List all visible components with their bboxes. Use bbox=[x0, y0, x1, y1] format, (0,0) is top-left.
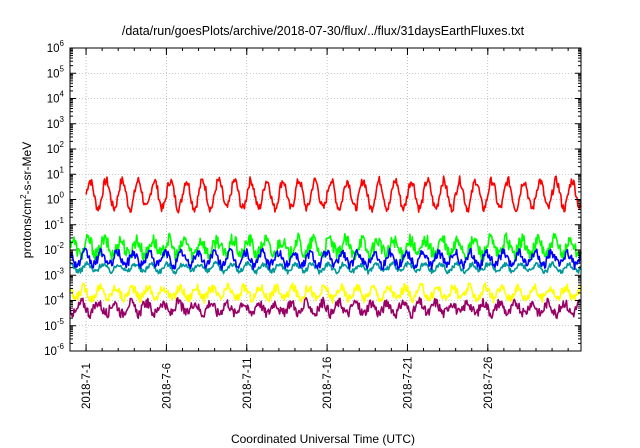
x-tick-label: 2018-7-6 bbox=[161, 363, 173, 409]
chart-title: /data/run/goesPlots/archive/2018-07-30/f… bbox=[122, 24, 525, 38]
y-tick-label: 103 bbox=[47, 115, 65, 131]
x-axis-ticks: 2018-7-1 2018-7-6 2018-7-11 2018-7-16 2018-7… bbox=[69, 48, 569, 409]
series-line bbox=[69, 296, 582, 320]
y-tick-label: 100 bbox=[47, 191, 65, 207]
x-tick-label: 2018-7-21 bbox=[402, 357, 414, 409]
y-tick-label: 102 bbox=[47, 140, 65, 156]
y-axis-label-unit: -s-sr-MeV bbox=[20, 142, 34, 195]
y-axis-label-superscript: 2 bbox=[19, 194, 28, 199]
x-tick-label: 2018-7-1 bbox=[81, 363, 93, 409]
y-tick-label: 10-6 bbox=[44, 342, 64, 358]
y-axis-label-text: protons/cm bbox=[20, 199, 34, 258]
series-line bbox=[85, 175, 582, 214]
y-axis-label: protons/cm2-s-sr-MeV bbox=[19, 142, 34, 258]
y-axis-ticks: 10-6 10-5 10-4 10-3 10-2 10-1 100 101 102 103 104 1… bbox=[44, 39, 581, 358]
y-tick-label: 10-2 bbox=[44, 241, 64, 257]
y-tick-label: 101 bbox=[47, 165, 65, 181]
y-tick-label: 10-1 bbox=[44, 216, 64, 232]
y-tick-label: 10-4 bbox=[44, 292, 64, 308]
y-tick-label: 106 bbox=[47, 39, 65, 55]
x-tick-label: 2018-7-26 bbox=[483, 357, 495, 409]
series-line bbox=[69, 260, 582, 275]
y-tick-label: 10-5 bbox=[44, 317, 64, 333]
x-tick-label: 2018-7-16 bbox=[322, 357, 334, 409]
y-tick-label: 10-3 bbox=[44, 266, 64, 282]
x-axis-label: Coordinated Universal Time (UTC) bbox=[231, 432, 415, 446]
y-tick-label: 104 bbox=[47, 90, 65, 106]
series-line bbox=[69, 247, 582, 271]
y-tick-label: 105 bbox=[47, 64, 65, 80]
x-tick-label: 2018-7-11 bbox=[242, 357, 254, 409]
data-series bbox=[69, 175, 582, 320]
series-line bbox=[69, 282, 582, 304]
